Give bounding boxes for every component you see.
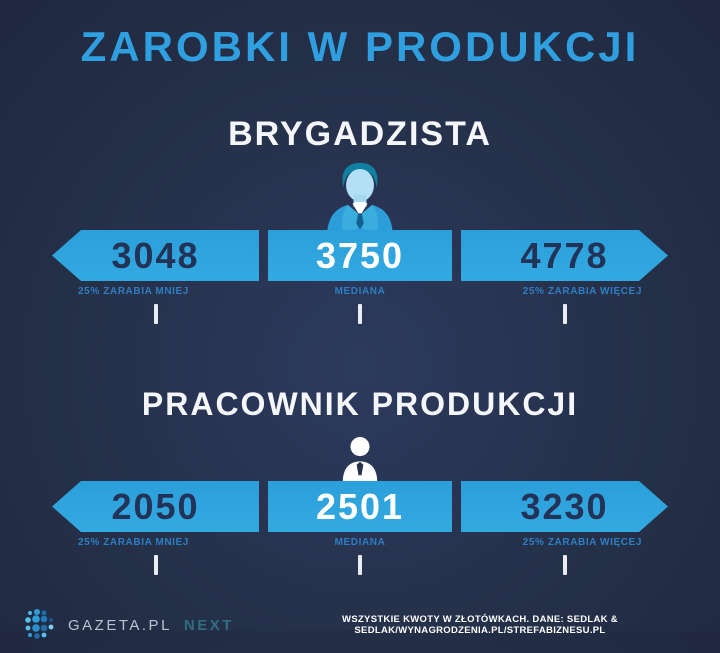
stat-value: 3048 <box>111 234 200 276</box>
infographic-page: ZAROBKI W PRODUKCJI BRYGADZISTA 3048 25%… <box>0 22 720 653</box>
stat-upper-quartile: 4778 25% ZARABIA WIĘCEJ <box>461 230 668 324</box>
median-bar: 2501 <box>268 481 452 532</box>
lower-quartile-arrow-bar: 3048 <box>52 230 259 281</box>
stat-value: 3230 <box>520 485 609 527</box>
section-heading-brygadzista: BRYGADZISTA <box>228 115 492 153</box>
stat-median: 2501 MEDIANA <box>268 481 452 575</box>
worker-icon <box>0 436 720 482</box>
median-bar: 3750 <box>268 230 452 281</box>
foreman-icon <box>0 160 720 231</box>
tick-mark <box>153 555 158 575</box>
tick-mark <box>562 555 567 575</box>
stat-upper-quartile: 3230 25% ZARABIA WIĘCEJ <box>461 481 668 575</box>
upper-quartile-arrow-bar: 4778 <box>461 230 668 281</box>
stat-label: 25% ZARABIA WIĘCEJ <box>522 537 642 548</box>
lower-quartile-arrow-bar: 2050 <box>52 481 259 532</box>
upper-quartile-arrow-bar: 3230 <box>461 481 668 532</box>
tick-mark <box>358 304 362 324</box>
stat-value: 3750 <box>315 234 405 276</box>
stat-label: 25% ZARABIA MNIEJ <box>78 537 189 548</box>
section-heading-pracownik: PRACOWNIK PRODUKCJI <box>141 386 579 422</box>
tick-mark <box>153 304 158 324</box>
tick-mark <box>358 555 362 575</box>
stat-label: MEDIANA <box>334 286 386 297</box>
stat-label: 25% ZARABIA WIĘCEJ <box>522 286 642 297</box>
stat-value: 2501 <box>315 485 405 527</box>
salary-bars-pracownik: 2050 25% ZARABIA MNIEJ 2501 MEDIANA 3230… <box>0 481 720 575</box>
page-title: ZAROBKI W PRODUKCJI <box>80 23 640 70</box>
stat-value: 2050 <box>111 485 200 527</box>
gazeta-dots-logo-icon <box>25 609 54 639</box>
salary-bars-brygadzista: 3048 25% ZARABIA MNIEJ 3750 MEDIANA 4778… <box>0 230 720 324</box>
tick-mark <box>562 304 567 324</box>
stat-label: 25% ZARABIA MNIEJ <box>78 286 189 297</box>
stat-lower-quartile: 3048 25% ZARABIA MNIEJ <box>52 230 259 324</box>
brand-suffix: NEXT <box>183 616 234 634</box>
stat-label: MEDIANA <box>334 537 386 548</box>
stat-lower-quartile: 2050 25% ZARABIA MNIEJ <box>52 481 259 575</box>
gazeta-brand: GAZETA.PL NEXT <box>22 607 234 643</box>
data-source-note: WSZYSTKIE KWOTY W ZŁOTÓWKACH. DANE: SEDL… <box>342 614 618 636</box>
stat-median: 3750 MEDIANA <box>268 230 452 324</box>
footer: GAZETA.PL NEXT WSZYSTKIE KWOTY W ZŁOTÓWK… <box>0 597 720 653</box>
brand-name: GAZETA.PL <box>68 616 172 634</box>
stat-value: 4778 <box>520 234 609 276</box>
